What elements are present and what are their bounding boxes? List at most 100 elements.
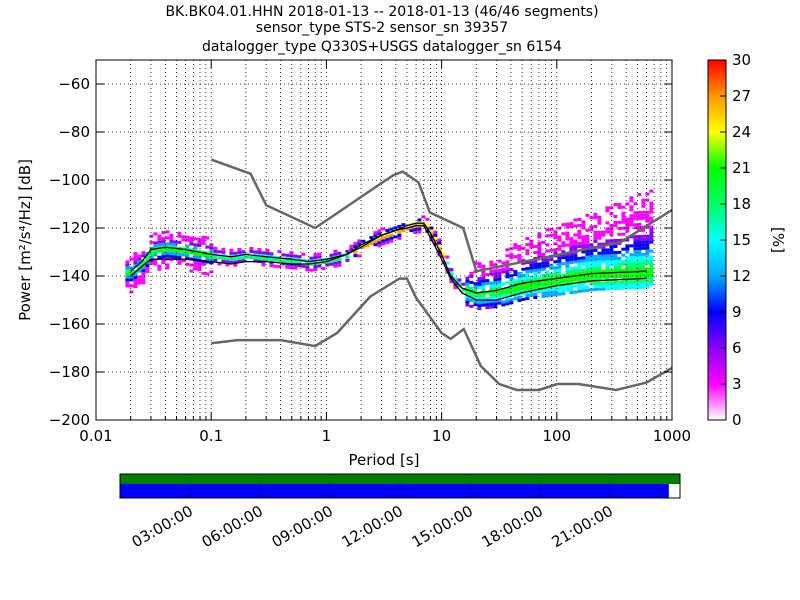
- heatmap-cell: [145, 264, 150, 268]
- heatmap-cell: [613, 245, 618, 248]
- heatmap-cell: [293, 263, 298, 267]
- heatmap-cell: [633, 235, 638, 239]
- heatmap-cell: [137, 278, 142, 282]
- heatmap-cell: [573, 248, 578, 252]
- heatmap-cell: [629, 265, 634, 269]
- heatmap-cell: [189, 239, 194, 243]
- heatmap-cell: [141, 278, 146, 282]
- heatmap-cell: [629, 244, 634, 248]
- heatmap-cell: [205, 251, 210, 255]
- heatmap-cell: [593, 257, 598, 261]
- heatmap-cell: [569, 225, 574, 229]
- heatmap-cell: [617, 265, 622, 269]
- heatmap-cell: [149, 249, 154, 253]
- heatmap-cell: [225, 263, 230, 267]
- heatmap-cell: [501, 270, 506, 274]
- heatmap-cell: [621, 268, 626, 272]
- heatmap-cell: [253, 250, 258, 254]
- heatmap-cell: [193, 243, 198, 247]
- heatmap-cell: [585, 243, 590, 247]
- heatmap-cell: [617, 286, 622, 290]
- heatmap-cell: [633, 238, 638, 242]
- heatmap-cell: [597, 218, 602, 222]
- heatmap-cell: [169, 248, 174, 252]
- heatmap-cell: [269, 252, 274, 256]
- heatmap-cell: [157, 234, 162, 238]
- heatmap-cell: [165, 263, 170, 267]
- heatmap-cell: [525, 261, 530, 265]
- heatmap-cell: [597, 263, 602, 267]
- heatmap-cell: [537, 232, 542, 236]
- heatmap-cell: [541, 240, 546, 244]
- heatmap-cell: [637, 271, 642, 274]
- heatmap-cell: [145, 258, 150, 262]
- heatmap-cell: [505, 302, 510, 306]
- time-tick-label: 03:00:00: [129, 502, 196, 551]
- heatmap-cell: [565, 273, 570, 277]
- heatmap-cell: [189, 251, 194, 255]
- heatmap-cell: [541, 267, 546, 271]
- heatmap-cell: [569, 255, 574, 259]
- heatmap-cell: [593, 212, 598, 216]
- heatmap-cell: [429, 226, 434, 230]
- heatmap-cell: [533, 245, 538, 248]
- heatmap-cell: [517, 283, 522, 287]
- heatmap-cell: [633, 256, 638, 260]
- heatmap-cell: [477, 292, 482, 296]
- heatmap-cell: [569, 240, 574, 244]
- heatmap-cell: [497, 271, 502, 275]
- heatmap-cell: [581, 259, 586, 263]
- heatmap-cell: [541, 294, 546, 298]
- heatmap-cell: [521, 246, 526, 250]
- heatmap-cell: [505, 275, 510, 279]
- heatmap-cell: [561, 250, 566, 254]
- heatmap-cell: [229, 257, 234, 261]
- heatmap-cell: [545, 279, 550, 283]
- heatmap-cell: [197, 238, 202, 241]
- heatmap-cell: [625, 244, 630, 248]
- heatmap-cell: [621, 262, 626, 266]
- heatmap-cell: [505, 293, 510, 297]
- heatmap-cell: [505, 254, 510, 258]
- heatmap-cell: [249, 256, 254, 259]
- heatmap-cell: [225, 257, 230, 261]
- heatmap-cell: [369, 236, 374, 240]
- heatmap-cell: [517, 280, 522, 284]
- heatmap-cell: [473, 297, 478, 301]
- heatmap-cell: [181, 253, 186, 257]
- heatmap-cell: [141, 251, 146, 255]
- heatmap-cell: [585, 285, 590, 289]
- heatmap-cell: [605, 284, 610, 288]
- heatmap-cell: [153, 241, 158, 245]
- heatmap-cell: [489, 284, 494, 288]
- heatmap-cell: [621, 271, 626, 275]
- heatmap-cell: [481, 297, 486, 301]
- heatmap-cell: [397, 233, 402, 237]
- heatmap-cell: [629, 223, 634, 227]
- heatmap-cell: [565, 243, 570, 247]
- heatmap-cell: [249, 247, 254, 250]
- heatmap-cell: [177, 252, 182, 256]
- heatmap-cell: [205, 257, 210, 261]
- heatmap-cell: [645, 237, 650, 241]
- heatmap-cell: [649, 273, 654, 277]
- heatmap-cell: [405, 227, 410, 231]
- heatmap-cell: [441, 252, 446, 256]
- heatmap-cell: [617, 262, 622, 266]
- heatmap-cell: [629, 283, 634, 287]
- heatmap-cell: [577, 256, 582, 260]
- heatmap-cell: [433, 236, 438, 240]
- heatmap-cell: [581, 235, 586, 239]
- heatmap-cell: [481, 270, 486, 274]
- heatmap-cell: [565, 234, 570, 238]
- heatmap-cell: [605, 221, 610, 225]
- heatmap-cell: [521, 297, 526, 301]
- heatmap-cell: [469, 304, 474, 308]
- heatmap-cell: [157, 267, 162, 271]
- colorbar-tick-label: 30: [732, 51, 751, 69]
- heatmap-cell: [621, 217, 626, 221]
- heatmap-cell: [185, 253, 190, 257]
- heatmap-cell: [573, 284, 578, 288]
- heatmap-cell: [553, 272, 558, 276]
- heatmap-cell: [573, 278, 578, 282]
